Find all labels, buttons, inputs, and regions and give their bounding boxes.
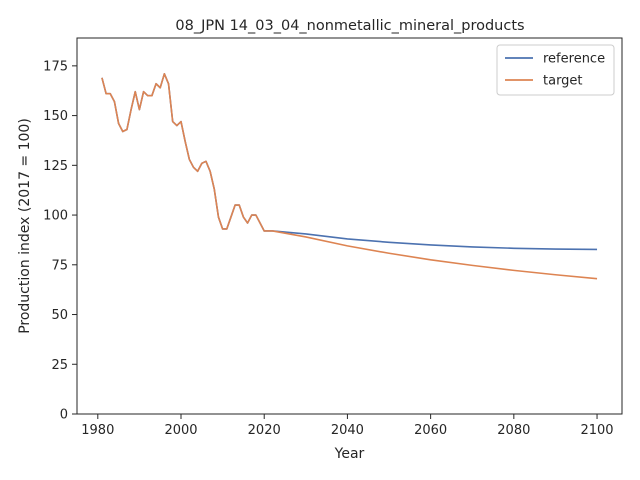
x-axis-label: Year <box>334 446 365 462</box>
y-axis-label: Production index (2017 = 100) <box>17 118 33 334</box>
x-tick-label: 2100 <box>580 423 613 438</box>
x-tick-label: 2020 <box>248 423 281 438</box>
y-tick-label: 50 <box>51 308 68 323</box>
legend-label-reference: reference <box>543 52 605 67</box>
series-line-target <box>101 73 598 280</box>
y-tick-label: 75 <box>51 258 68 273</box>
x-tick-label: 1980 <box>81 423 114 438</box>
x-axis-ticks: 1980 2000 2020 2040 2060 2080 2100 <box>81 414 614 438</box>
x-tick-label: 2000 <box>164 423 197 438</box>
y-tick-label: 25 <box>51 358 68 373</box>
chart-title: 08_JPN 14_03_04_nonmetallic_mineral_prod… <box>175 18 524 34</box>
y-tick-label: 150 <box>43 109 68 124</box>
plot-frame <box>76 37 623 415</box>
x-tick-label: 2040 <box>331 423 364 438</box>
y-tick-label: 125 <box>43 159 68 174</box>
series-line-reference <box>101 73 598 251</box>
y-tick-label: 100 <box>43 209 68 224</box>
x-tick-label: 2060 <box>414 423 447 438</box>
x-tick-label: 2080 <box>497 423 530 438</box>
y-tick-label: 0 <box>60 408 68 423</box>
legend-label-target: target <box>543 74 583 89</box>
y-axis-ticks: 0 25 50 75 100 125 150 175 <box>43 59 77 423</box>
y-tick-label: 175 <box>43 59 68 74</box>
legend: reference target <box>496 44 615 96</box>
series-lines <box>101 73 598 280</box>
